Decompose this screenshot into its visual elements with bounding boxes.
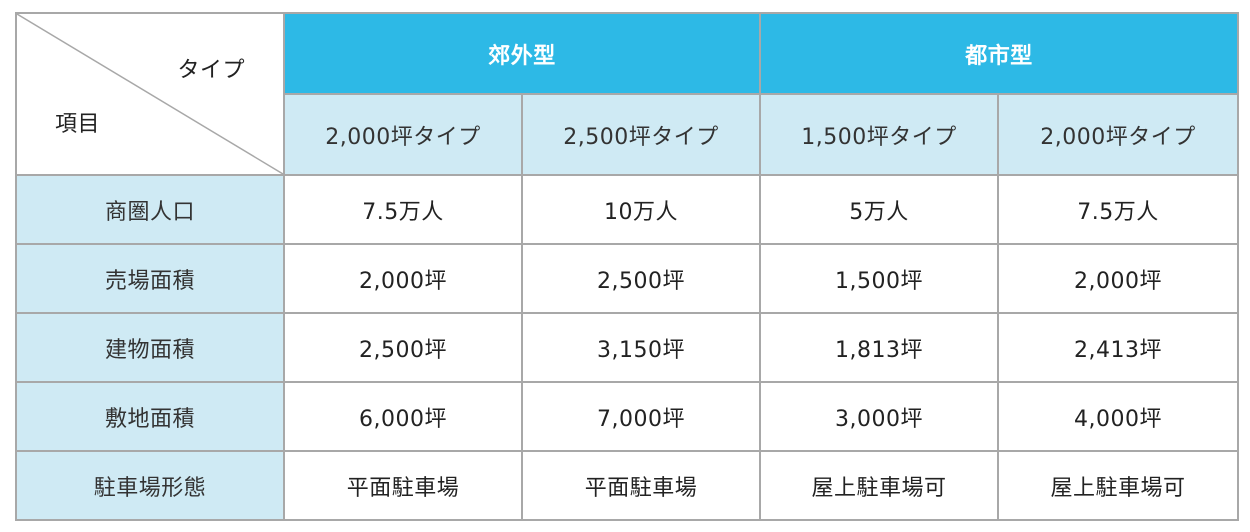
column-header: 1,500坪タイプ [759,93,1000,176]
table-cell: 4,000坪 [997,381,1240,452]
group-header-suburban: 郊外型 [282,12,762,95]
table-cell: 7,000坪 [520,381,762,452]
table-cell: 1,500坪 [759,243,1000,314]
table-cell: 平面駐車場 [520,450,762,521]
table-cell: 7.5万人 [997,174,1240,245]
table-cell: 2,000坪 [997,243,1240,314]
diagonal-divider [17,14,283,174]
table-cell: 3,150坪 [520,312,762,383]
row-header: 駐車場形態 [15,450,285,521]
table-row: 敷地面積 6,000坪 7,000坪 3,000坪 4,000坪 [15,381,1240,452]
column-header: 2,000坪タイプ [283,93,523,176]
table-cell: 屋上駐車場可 [997,450,1240,521]
store-type-spec-table: タイプ 項目 郊外型 都市型 2,000坪タイプ 2,500坪タイプ 1,500… [15,12,1240,521]
table-cell: 10万人 [520,174,762,245]
table-row: 商圏人口 7.5万人 10万人 5万人 7.5万人 [15,174,1240,245]
row-header: 敷地面積 [15,381,285,452]
table-cell: 5万人 [759,174,1000,245]
table-cell: 1,813坪 [759,312,1000,383]
table-row: 売場面積 2,000坪 2,500坪 1,500坪 2,000坪 [15,243,1240,314]
table-row: 建物面積 2,500坪 3,150坪 1,813坪 2,413坪 [15,312,1240,383]
table-cell: 6,000坪 [283,381,523,452]
corner-type-label: タイプ [177,58,245,83]
table-cell: 平面駐車場 [283,450,523,521]
column-header: 2,000坪タイプ [997,93,1240,176]
table-cell: 2,000坪 [283,243,523,314]
column-header-row: 2,000坪タイプ 2,500坪タイプ 1,500坪タイプ 2,000坪タイプ [16,93,1240,176]
table-cell: 3,000坪 [759,381,1000,452]
row-header: 商圏人口 [15,174,285,245]
table-cell: 屋上駐車場可 [759,450,1000,521]
row-header: 売場面積 [15,243,285,314]
corner-header-cell: タイプ 項目 [15,12,285,176]
column-header: 2,500坪タイプ [520,93,762,176]
group-header-row: タイプ 項目 郊外型 都市型 [15,12,1240,176]
row-header: 建物面積 [15,312,285,383]
table-cell: 7.5万人 [283,174,523,245]
table-row: 駐車場形態 平面駐車場 平面駐車場 屋上駐車場可 屋上駐車場可 [15,450,1240,521]
corner-item-label: 項目 [55,112,101,137]
table-cell: 2,413坪 [997,312,1240,383]
table-cell: 2,500坪 [520,243,762,314]
table-cell: 2,500坪 [283,312,523,383]
group-header-urban: 都市型 [759,12,1240,95]
